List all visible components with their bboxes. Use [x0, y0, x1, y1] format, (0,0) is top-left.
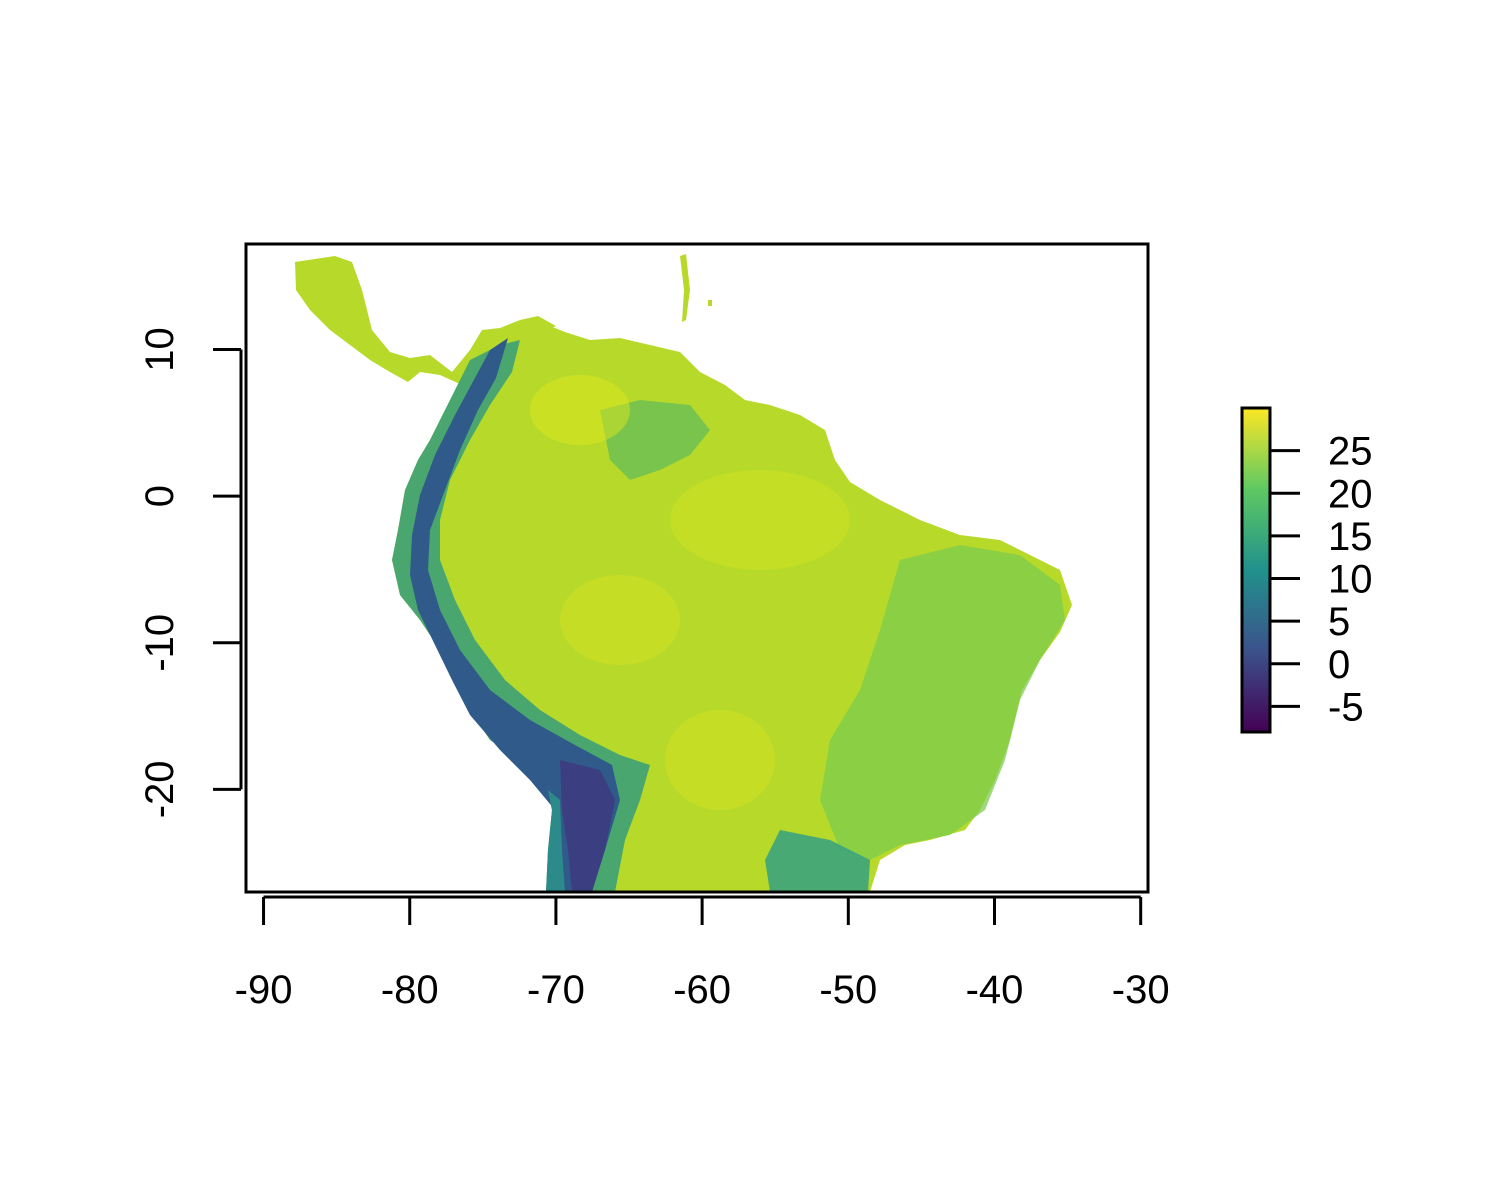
southern-cool-region	[765, 830, 870, 892]
raster-layer	[295, 254, 1072, 892]
brazilian-highlands	[820, 545, 1065, 860]
warm-lowland-patch	[665, 710, 775, 810]
warm-lowland-patch	[530, 375, 630, 445]
y-tick-label: 0	[138, 485, 182, 507]
x-axis: -90 -80 -70 -60 -50 -40 -30	[235, 895, 1170, 1012]
x-tick-label: -70	[527, 968, 585, 1012]
colorbar-tick-label: 10	[1328, 558, 1373, 602]
island-speck	[708, 300, 712, 306]
colorbar-tick-label: 15	[1328, 515, 1373, 559]
caribbean-islands	[680, 254, 690, 322]
y-tick-label: -20	[138, 760, 182, 818]
y-axis: 10 0 -10 -20	[138, 327, 243, 818]
y-tick-label: -10	[138, 614, 182, 672]
warm-lowland-patch	[560, 575, 680, 665]
colorbar	[1240, 406, 1272, 734]
colorbar-tick-label: 25	[1328, 430, 1373, 474]
warm-lowland-patch	[670, 470, 850, 570]
altiplano	[560, 760, 615, 892]
x-tick-label: -40	[966, 968, 1024, 1012]
colorbar-tick-label: 0	[1328, 643, 1350, 687]
colorbar-tick-label: -5	[1328, 685, 1364, 729]
colorbar-tick-label: 5	[1328, 600, 1350, 644]
x-tick-label: -60	[673, 968, 731, 1012]
andes-high-elevation	[410, 338, 620, 892]
x-tick-label: -30	[1112, 968, 1170, 1012]
plot-frame	[244, 242, 1150, 894]
x-tick-label: -90	[235, 968, 293, 1012]
x-tick-label: -80	[381, 968, 439, 1012]
pacific-coast-strip	[546, 790, 565, 892]
y-tick-label: 10	[138, 327, 182, 372]
x-tick-label: -50	[819, 968, 877, 1012]
colorbar-tick-label: 20	[1328, 472, 1373, 516]
